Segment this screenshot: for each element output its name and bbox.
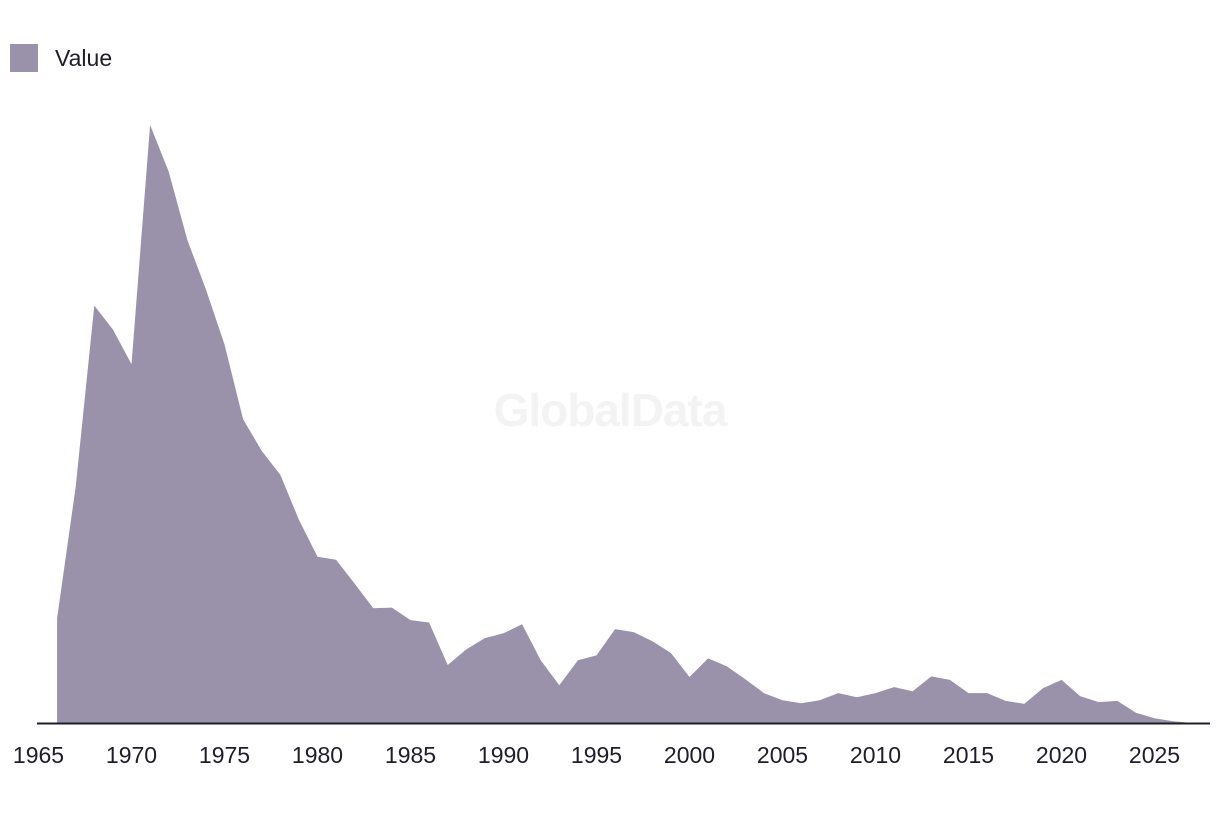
data-point-1987 [445, 662, 451, 668]
data-point-1988 [463, 646, 469, 652]
data-point-2013 [928, 673, 934, 679]
x-tick-label-1975: 1975 [199, 742, 250, 768]
x-tick-label-1995: 1995 [571, 742, 622, 768]
data-point-1968 [91, 303, 97, 309]
data-point-2002 [724, 663, 730, 669]
data-point-2010 [873, 690, 879, 696]
data-point-2012 [910, 688, 916, 694]
data-point-2005 [780, 697, 786, 703]
data-point-1998 [649, 638, 655, 644]
data-point-1973 [184, 237, 190, 243]
x-tick-label-1965: 1965 [13, 742, 64, 768]
data-point-2022 [1096, 699, 1102, 705]
watermark: GlobalData [493, 384, 728, 436]
data-point-1970 [129, 361, 135, 367]
data-point-1983 [370, 605, 376, 611]
data-point-2015 [966, 690, 972, 696]
data-point-1990 [501, 630, 507, 636]
data-point-1981 [333, 557, 339, 563]
data-point-1977 [259, 448, 265, 454]
data-point-1979 [296, 517, 302, 523]
x-tick-label-1990: 1990 [478, 742, 529, 768]
data-point-2017 [1003, 698, 1009, 704]
data-point-2014 [947, 677, 953, 683]
data-point-2023 [1114, 698, 1120, 704]
data-point-2004 [761, 690, 767, 696]
data-point-2008 [835, 690, 841, 696]
data-point-1996 [612, 626, 618, 632]
data-point-1974 [203, 286, 209, 292]
data-point-2009 [854, 694, 860, 700]
data-point-2020 [1059, 677, 1065, 683]
data-point-1985 [408, 617, 414, 623]
x-tick-label-2015: 2015 [943, 742, 994, 768]
data-point-2003 [742, 676, 748, 682]
data-point-1969 [110, 327, 116, 333]
data-point-1966 [54, 615, 60, 621]
data-point-1995 [594, 652, 600, 658]
x-tick-label-2020: 2020 [1036, 742, 1087, 768]
data-point-1975 [222, 342, 228, 348]
x-tick-label-2010: 2010 [850, 742, 901, 768]
x-tick-label-2000: 2000 [664, 742, 715, 768]
data-point-1997 [631, 629, 637, 635]
legend: Value [10, 44, 112, 72]
x-tick-label-2005: 2005 [757, 742, 808, 768]
data-point-2016 [984, 690, 990, 696]
x-tick-label-1980: 1980 [292, 742, 343, 768]
data-point-2025 [1152, 715, 1158, 721]
data-point-2011 [891, 684, 897, 690]
data-point-2007 [817, 697, 823, 703]
data-point-2018 [1021, 701, 1027, 707]
data-point-2006 [798, 700, 804, 706]
data-point-1982 [352, 581, 358, 587]
x-tick-label-2025: 2025 [1129, 742, 1180, 768]
x-tick-label-1970: 1970 [106, 742, 157, 768]
legend-label-value: Value [55, 44, 113, 71]
data-point-1991 [519, 621, 525, 627]
series-area-0 [57, 125, 1192, 723]
data-point-1993 [556, 682, 562, 688]
data-point-2001 [705, 655, 711, 661]
data-point-1986 [426, 620, 432, 626]
data-point-1984 [389, 605, 395, 611]
x-tick-label-1985: 1985 [385, 742, 436, 768]
data-point-1999 [668, 650, 674, 656]
data-point-1976 [240, 416, 246, 422]
data-point-2000 [687, 674, 693, 680]
data-point-1994 [575, 657, 581, 663]
data-point-1978 [277, 472, 283, 478]
data-point-1992 [538, 657, 544, 663]
data-point-1989 [482, 635, 488, 641]
data-point-2019 [1040, 685, 1046, 691]
data-point-2024 [1133, 710, 1139, 716]
data-point-1967 [73, 484, 79, 490]
legend-swatch [10, 44, 38, 72]
data-point-1972 [166, 169, 172, 175]
data-point-1971 [147, 122, 153, 128]
data-point-1980 [315, 554, 321, 560]
data-point-2021 [1077, 693, 1083, 699]
